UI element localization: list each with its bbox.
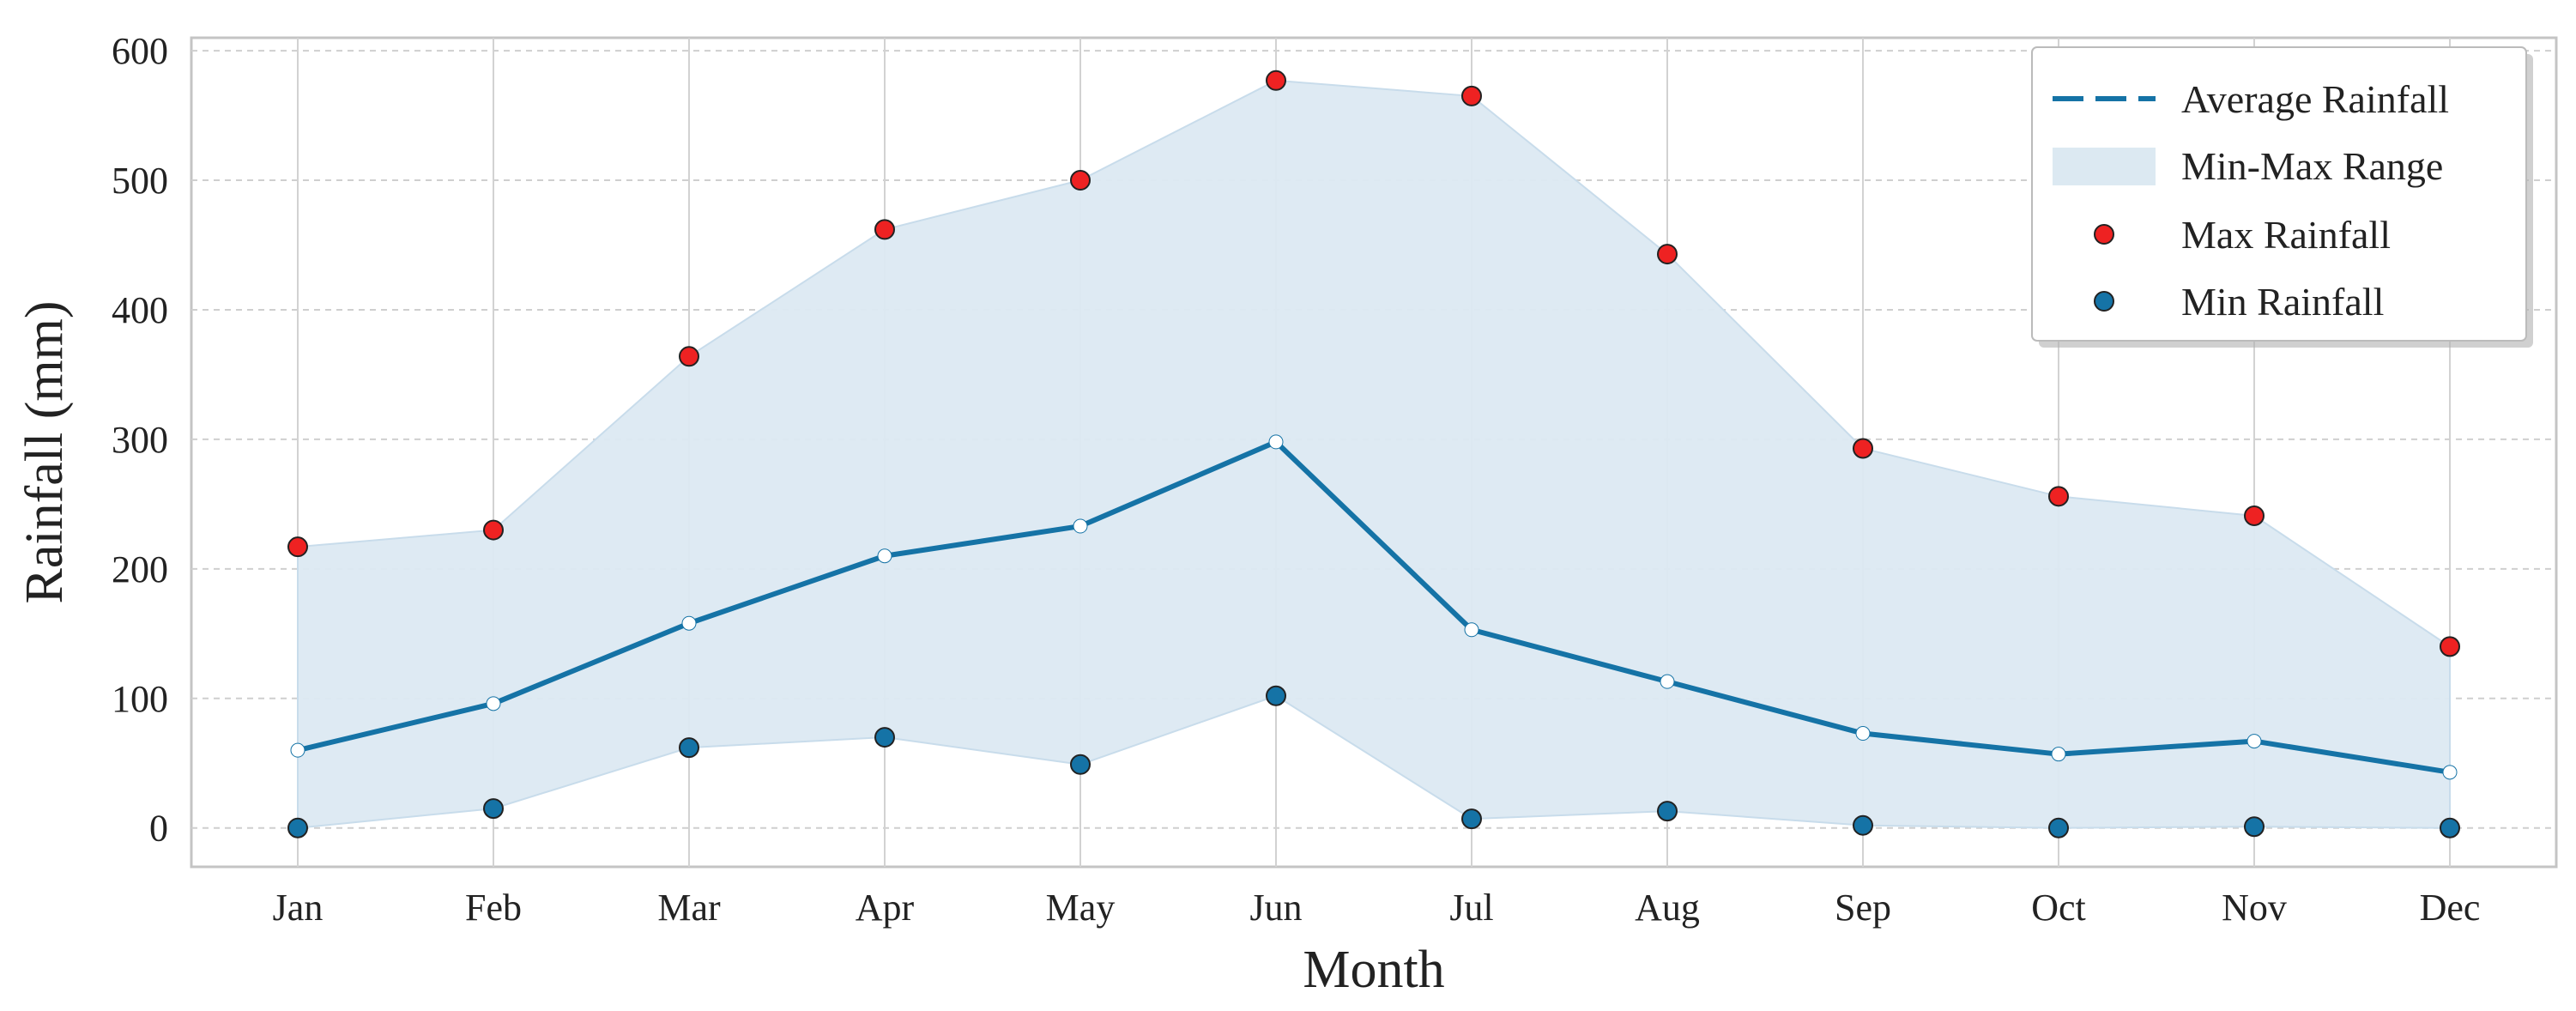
x-tick-label: Feb [465,887,522,929]
min-rainfall-point [1070,754,1091,775]
max-rainfall-point [287,536,308,558]
average-rainfall-marker [1073,518,1088,534]
legend: Average Rainfall Min-Max Range Max Rainf… [2031,46,2533,348]
x-tick-label: Sep [1835,887,1891,929]
legend-max-swatch [2094,224,2114,245]
min-rainfall-point [483,798,504,820]
max-rainfall-point [2048,486,2069,507]
min-rainfall-point [679,737,699,759]
average-rainfall-line [295,439,2452,775]
min-rainfall-point [1266,685,1286,706]
x-tick-label: Oct [2031,887,2086,929]
axis-labels-layer: 0 100 200 300 400 500 600 Jan Feb Mar Apr May Jun Jul… [112,30,2480,929]
min-rainfall-point [2440,817,2460,838]
min-rainfall-point [1853,814,1873,836]
min-rainfall-point [2048,817,2069,838]
y-tick-label: 600 [112,30,168,72]
y-tick-label: 100 [112,678,168,720]
legend-min-swatch [2094,291,2114,312]
x-tick-label: Mar [657,887,721,929]
average-rainfall-marker [486,696,501,711]
max-rainfall-point [1266,70,1286,91]
max-rainfall-point [874,219,895,240]
y-axis-title: Rainfall (mm) [15,301,74,604]
max-rainfall-point [2244,505,2265,526]
y-tick-label: 400 [112,289,168,331]
min-rainfall-point [1461,808,1482,830]
average-rainfall-marker [2442,765,2458,780]
x-tick-label: Aug [1635,887,1700,929]
x-tick-label: Jun [1249,887,1302,929]
y-tick-label: 500 [112,160,168,202]
max-rainfall-point [2440,636,2460,657]
legend-average-label: Average Rainfall [2181,77,2449,121]
max-rainfall-point [679,346,699,367]
average-rainfall-marker [1464,622,1479,638]
legend-range-label: Min-Max Range [2181,144,2443,188]
max-rainfall-point [1461,85,1482,106]
average-rainfall-marker [681,615,697,631]
average-rainfall-marker [1660,674,1675,689]
min-rainfall-point [287,817,308,838]
min-rainfall-point [2244,816,2265,838]
y-tick-label: 300 [112,419,168,461]
max-rainfall-point [1070,170,1091,191]
average-rainfall-marker [2246,734,2262,749]
min-rainfall-point [874,727,895,748]
max-rainfall-point [483,519,504,541]
x-tick-label: May [1046,887,1116,929]
x-tick-label: Dec [2420,887,2481,929]
max-rainfall-point [1853,438,1873,459]
legend-box [2031,46,2527,342]
min-rainfall-point [1657,801,1678,822]
y-tick-label: 200 [112,548,168,590]
average-rainfall-marker [2051,747,2066,762]
legend-min-label: Min Rainfall [2181,280,2384,324]
legend-max-label: Max Rainfall [2181,213,2391,257]
average-rainfall-marker [1268,434,1284,450]
average-rainfall-marker [1855,726,1871,742]
average-line-layer [290,434,2458,780]
legend-range-swatch [2053,148,2156,185]
x-tick-label: Nov [2222,887,2287,929]
x-tick-label: Jan [273,887,324,929]
x-axis-title: Month [1303,941,1444,999]
points-layer [287,70,2460,838]
average-rainfall-marker [877,548,892,564]
x-tick-label: Jul [1449,887,1493,929]
average-rainfall-marker [290,742,305,758]
max-rainfall-point [1657,244,1678,265]
x-tick-label: Apr [856,887,915,929]
y-tick-label: 0 [149,808,168,850]
